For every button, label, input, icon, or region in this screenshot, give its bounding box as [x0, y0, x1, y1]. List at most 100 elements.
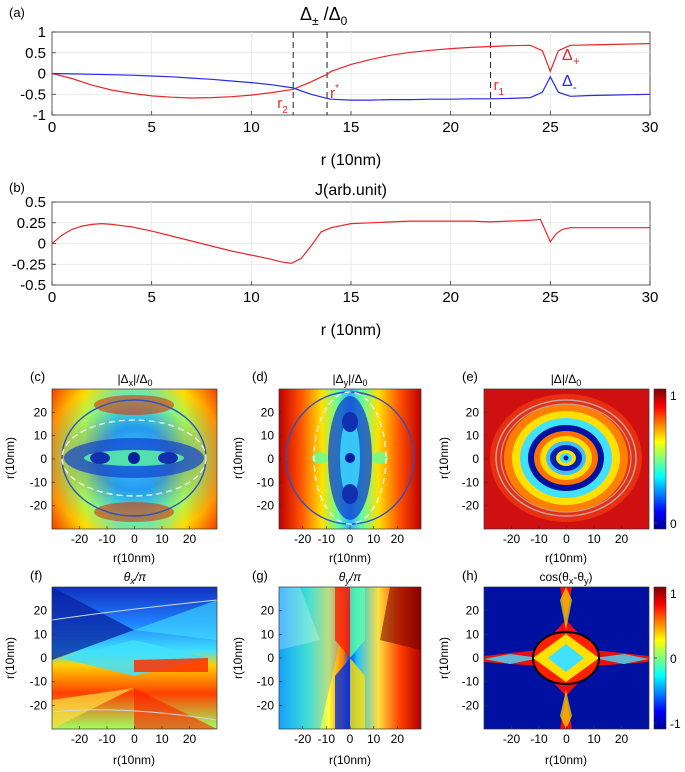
- panel-d-title-b: y: [344, 378, 349, 388]
- panel-e-xtick-label: -10: [530, 532, 548, 546]
- panel-c-xtick-label: -20: [71, 532, 89, 546]
- panel-d-xtick-label: 20: [391, 532, 405, 546]
- panel-h-ytick-label: -10: [462, 675, 480, 689]
- panel-b-xtick-label: 5: [147, 289, 155, 306]
- series-current-j: [52, 218, 650, 265]
- panel-d-ylabel: r(10nm): [231, 437, 245, 479]
- panel-h-title-e: ): [589, 570, 593, 584]
- panel-d-inner-ring: [313, 391, 387, 525]
- panel-g-title-a: θ: [339, 570, 346, 584]
- legend-delta-minus: Δ-: [562, 73, 577, 94]
- panel-b-ytick-label: 0.25: [17, 215, 46, 232]
- marker-r1-label-main: r: [494, 77, 499, 94]
- marker-r2-label-script: 2: [282, 105, 288, 116]
- panel-a-xtick-label: 10: [243, 119, 260, 136]
- legend-delta-plus-sub: +: [573, 54, 580, 68]
- panel-f-xtick-label: 10: [155, 732, 169, 746]
- legend-delta-plus: Δ+: [562, 47, 580, 68]
- panel-e-xtick-label: 20: [615, 532, 629, 546]
- panel-b-grid: [52, 202, 650, 285]
- panel-f-title: θx/π: [124, 570, 147, 586]
- panel-b-xtick-label: 20: [442, 289, 459, 306]
- marker-rstar-label-main: r: [330, 85, 335, 102]
- panel-f-ytick-label: 0: [40, 651, 47, 665]
- panel-a-grid: [52, 32, 650, 115]
- marker-r2-label: r2: [277, 95, 288, 116]
- panel-f-ytick-label: -20: [30, 698, 48, 712]
- panel-e-title-a: |Δ|/Δ: [551, 372, 577, 386]
- panel-g-xlabel: r(10nm): [329, 753, 371, 767]
- panel-a-xtick-label: 30: [642, 119, 659, 136]
- marker-r1-label: r1: [494, 77, 505, 98]
- panel-e-ticks: -20 -10 0 10 20 20 10 0 -10 -20: [462, 405, 629, 546]
- panel-e-xtick-label: 10: [587, 532, 601, 546]
- panel-c-ticks: -20 -10 0 10 20 20 10 0 -10 -20: [30, 405, 197, 546]
- colorbar-h-ticks: 1 0 -1: [654, 587, 681, 731]
- panel-a-xtick-label: 20: [442, 119, 459, 136]
- panel-d-ytick-label: -10: [257, 475, 275, 489]
- panel-d-ticks: -20 -10 0 10 20 20 10 0 -10 -20: [257, 405, 405, 546]
- panel-c-ytick-label: 20: [34, 405, 48, 419]
- marker-r2-label-main: r: [277, 95, 282, 112]
- panel-c-ytick-label: -10: [30, 475, 48, 489]
- panel-a-xtick-label: 0: [48, 119, 56, 136]
- panel-c-ytick-label: 0: [40, 452, 47, 466]
- panel-e-label: (e): [462, 369, 478, 384]
- panel-b-xtick-label: 0: [48, 289, 56, 306]
- panel-a-xtick-label: 25: [542, 119, 559, 136]
- panel-a-ytick-label: 0.5: [25, 45, 46, 62]
- panel-c-xtick-label: 20: [183, 532, 197, 546]
- panel-h-ticks: -20 -10 0 10 20 20 10 0 -10 -20: [462, 604, 629, 746]
- panel-c-inner-ring: [61, 419, 207, 497]
- panel-h-label: (h): [462, 568, 478, 583]
- panel-h-ytick-label: 0: [472, 651, 479, 665]
- panel-b-ytick-label: 0: [38, 236, 46, 253]
- panel-h-title-c: -θ: [573, 570, 584, 584]
- panel-e-ytick-label: -20: [462, 499, 480, 513]
- panel-c-ytick-label: 10: [34, 429, 48, 443]
- panel-b-ytick-label: 0.5: [25, 194, 46, 211]
- panel-g-ytick-label: -10: [257, 675, 275, 689]
- panel-a-ytick-label: 0: [38, 66, 46, 83]
- panel-f-xtick-label: -20: [71, 732, 89, 746]
- panel-d-ytick-label: -20: [257, 499, 275, 513]
- panel-h-xtick-label: 0: [563, 732, 570, 746]
- panel-f-title-b: x: [129, 576, 135, 586]
- colorbar-e: [653, 388, 667, 530]
- panel-h-title: cos(θx-θy): [539, 570, 592, 586]
- panel-h-xtick-label: -20: [503, 732, 521, 746]
- panel-e-xtick-label: 0: [563, 532, 570, 546]
- panel-b-title: J(arb.unit): [315, 182, 387, 199]
- panel-g-title: θy/π: [339, 570, 362, 586]
- panel-b-xtick-label: 25: [542, 289, 559, 306]
- map-delta-total: [484, 389, 649, 529]
- panel-c-xtick-label: -10: [98, 532, 116, 546]
- panel-g-xtick-label: 10: [367, 732, 381, 746]
- panel-e-ylabel: r(10nm): [437, 437, 451, 479]
- panel-c-label: (c): [30, 369, 45, 384]
- panel-f-ticks: -20 -10 0 10 20 20 10 0 -10 -20: [30, 604, 197, 746]
- panel-d-title: |Δy|/Δ0: [332, 372, 367, 388]
- map-theta-x: [52, 587, 217, 729]
- panel-e-xlabel: r(10nm): [545, 551, 587, 565]
- panel-h-xtick-label: 10: [587, 732, 601, 746]
- panel-a-title-sub2: 0: [341, 14, 348, 28]
- marker-r1-label-script: 1: [499, 87, 505, 98]
- panel-d-xtick-label: -20: [294, 532, 312, 546]
- panel-a-xtick-label: 15: [343, 119, 360, 136]
- colorbar-e-tick-label: 1: [670, 389, 677, 403]
- panel-a-ytick-label: -0.5: [20, 86, 46, 103]
- panel-c-ytick-label: -20: [30, 499, 48, 513]
- panel-h-xtick-label: 20: [615, 732, 629, 746]
- panel-e-ytick-label: 10: [466, 429, 480, 443]
- panel-g-ytick-label: 20: [261, 604, 275, 618]
- panel-h-title-b: x: [569, 576, 574, 586]
- panel-h-xtick-label: -10: [530, 732, 548, 746]
- panel-b-label: (b): [9, 180, 25, 195]
- panel-e-ytick-label: 0: [472, 452, 479, 466]
- panel-g-ytick-label: 0: [267, 651, 274, 665]
- panel-a-title-main: Δ: [300, 4, 312, 24]
